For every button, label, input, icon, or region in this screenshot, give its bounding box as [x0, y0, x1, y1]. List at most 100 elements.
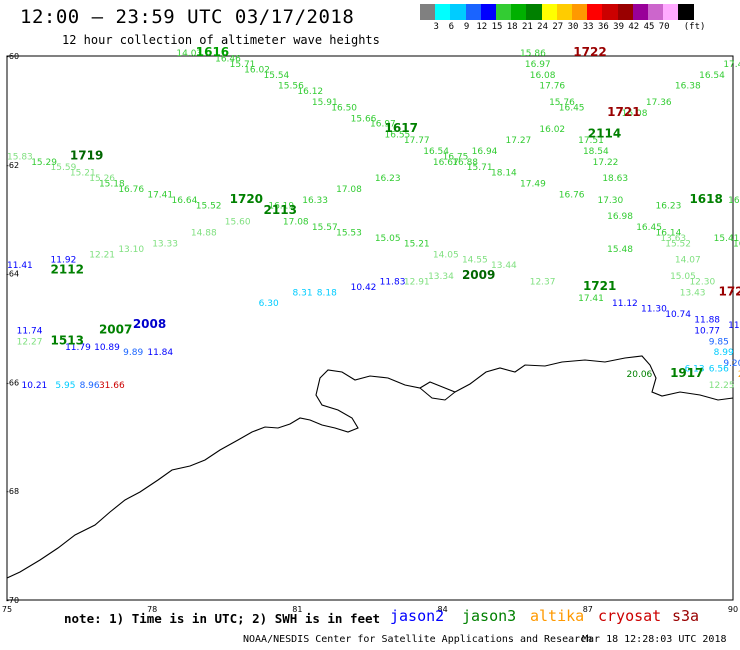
wave-height-value: 12.27: [17, 337, 43, 347]
legend-label: 3: [433, 22, 439, 32]
wave-height-value: 16.46: [215, 54, 241, 64]
lat-tick-label: -66: [6, 378, 19, 387]
wave-height-value: 16.02: [539, 125, 565, 135]
wave-height-value: 18.63: [602, 174, 628, 184]
wave-height-value: 16.59: [728, 196, 740, 206]
wave-height-value: 13.63: [660, 234, 686, 244]
wave-height-value: 11.79: [65, 343, 91, 353]
legend-label: 42: [628, 22, 640, 32]
wave-height-value: 16.38: [675, 82, 701, 92]
legend-swatch: [511, 4, 527, 20]
legend-swatch: [617, 4, 633, 20]
wave-height-value: 16.75: [443, 152, 469, 162]
wave-height-value: 17.49: [520, 180, 546, 190]
legend-swatch: [465, 4, 481, 20]
pass-time-label: 1720: [718, 284, 740, 298]
wave-height-value: 15.71: [467, 163, 493, 173]
legend-swatch: [450, 4, 466, 20]
pass-time-label: 1721: [583, 279, 616, 293]
wave-height-value: 18.54: [583, 147, 609, 157]
wave-height-value: 14.55: [462, 256, 488, 266]
pass-time-label: 2114: [588, 127, 621, 141]
legend-label: 12: [476, 22, 488, 32]
pass-time-label: 1513: [51, 333, 84, 347]
wave-height-value: 16.54: [423, 147, 449, 157]
wave-height-value: 15.91: [312, 98, 338, 108]
wave-height-value: 15.53: [336, 229, 362, 239]
wave-height-value: 16.23: [656, 201, 682, 211]
wave-height-value: 9.20: [723, 359, 740, 369]
wave-height-value: 17.22: [593, 158, 619, 168]
pass-time-label: 1721: [607, 105, 640, 119]
wave-height-value: 15.05: [375, 234, 401, 244]
pass-time-label: 2007: [99, 322, 132, 336]
wave-height-value: 31.66: [99, 381, 125, 391]
wave-height-value: 6.13: [685, 365, 705, 375]
legend-label: 6: [448, 22, 455, 32]
wave-height-value: 17.36: [646, 98, 672, 108]
lon-tick-label: 81: [292, 605, 302, 614]
legend-label: 24: [537, 22, 549, 32]
lon-tick-label: 78: [147, 605, 157, 614]
wave-height-value: 16.94: [472, 147, 498, 157]
wave-height-value: 17.40: [723, 60, 740, 70]
legend-swatch: [663, 4, 679, 20]
wave-height-value: 29.2: [738, 370, 740, 380]
pass-time-label: 2008: [133, 317, 166, 331]
antarctic-coastline: [6, 355, 734, 579]
wave-height-value: 15.66: [351, 114, 377, 124]
wave-height-value: 16.45: [559, 103, 585, 113]
legend-label: 36: [597, 22, 609, 32]
pass-time-label: 2112: [51, 263, 84, 277]
wave-height-value: 17.27: [506, 136, 532, 146]
wave-height-value: 17.08: [283, 218, 309, 228]
wave-height-value: 12.30: [689, 277, 715, 287]
legend-label: 18: [506, 22, 518, 32]
wave-height-value: 16.33: [302, 196, 328, 206]
wave-height-value: 12.21: [89, 250, 115, 260]
wave-height-value: 16.50: [331, 103, 357, 113]
pass-time-label: 1722: [573, 45, 606, 59]
legend-swatch: [526, 4, 542, 20]
satellite-cryosat: cryosat: [598, 607, 662, 625]
wave-height-value: 11.41: [7, 261, 33, 271]
wave-height-value: 8.31: [293, 288, 313, 298]
page-subtitle: 12 hour collection of altimeter wave hei…: [62, 33, 380, 47]
wave-height-value: 15.59: [51, 163, 77, 173]
wave-height-value: 16.64: [172, 196, 198, 206]
lat-tick-label: -62: [6, 161, 19, 170]
legend-swatch: [572, 4, 588, 20]
wave-height-value: 16.98: [607, 212, 633, 222]
wave-height-value: 13.44: [491, 261, 517, 271]
wave-height-value: 16.23: [375, 174, 401, 184]
wave-height-value: 16.97: [370, 120, 396, 130]
pass-time-label: 2009: [462, 268, 495, 282]
wave-height-value: 15.18: [99, 180, 125, 190]
legend-label: 27: [552, 22, 564, 32]
wave-height-value: 16.76: [733, 239, 740, 249]
wave-height-value: 15.48: [607, 245, 633, 255]
wave-height-value: 17.08: [336, 185, 362, 195]
satellite-s3a: s3a: [672, 607, 700, 625]
legend-label: 33: [582, 22, 594, 32]
wave-height-value: 11.83: [380, 277, 406, 287]
legend-swatch: [480, 4, 496, 20]
lat-tick-label: -64: [6, 270, 19, 279]
wave-height-value: 17.41: [147, 190, 173, 200]
lat-tick-label: -60: [6, 52, 19, 61]
wave-height-value: 15.57: [312, 223, 338, 233]
wave-height-value: 16.14: [656, 229, 682, 239]
legend-swatch: [602, 4, 618, 20]
wave-height-value: 13.43: [680, 288, 706, 298]
wave-height-value: 16.67: [433, 158, 459, 168]
lon-tick-label: 75: [2, 605, 12, 614]
lon-tick-label: 90: [728, 605, 738, 614]
wave-height-value: 17.77: [404, 136, 430, 146]
wave-height-value: 13.34: [428, 272, 454, 282]
wave-height-value: 14.07: [675, 256, 701, 266]
wave-height-value: 15.60: [225, 218, 251, 228]
wave-height-value: 12.91: [404, 277, 430, 287]
legend-swatch: [496, 4, 512, 20]
legend-unit: (ft): [683, 22, 706, 32]
